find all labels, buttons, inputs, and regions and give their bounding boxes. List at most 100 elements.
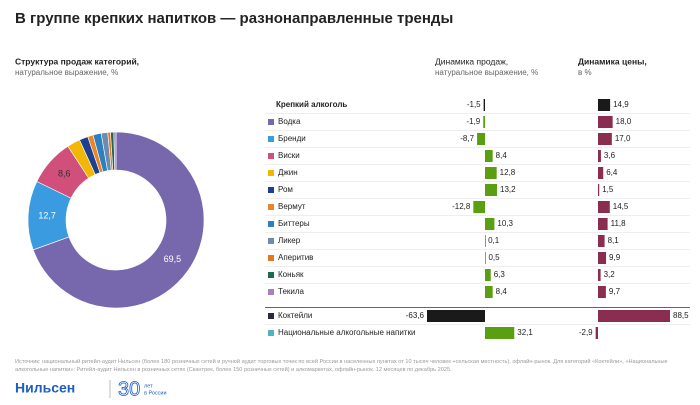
value-label: 18,0 [616,117,632,126]
legend-marker [268,330,274,336]
bar [485,235,486,247]
value-label: 0,1 [488,236,500,245]
value-label: 17,0 [615,134,631,143]
value-label: 14,9 [613,100,629,109]
pie-title: Структура продаж категорий, [15,56,139,66]
row-label: Текила [278,287,305,296]
pie-label: 12,7 [38,211,56,221]
value-label: 9,7 [609,287,621,296]
pie-segment [32,131,205,309]
bar [485,286,493,298]
row-label: Аперитив [278,253,313,262]
legend-marker [268,187,274,193]
value-label: -12,8 [452,202,471,211]
bar [483,116,485,128]
legend-marker [268,153,274,159]
bar [598,269,601,281]
bar [598,167,604,179]
bar [598,218,608,230]
pie-subtitle: натуральное выражение, % [15,68,118,77]
bar [473,201,485,213]
value-label: 1,5 [602,185,614,194]
value-label: 14,5 [613,202,629,211]
price-subtitle: в % [578,68,592,77]
row-label: Вермут [278,202,306,211]
bar [598,235,605,247]
row-label: Ром [278,185,293,194]
logo: Нильсен [15,380,75,396]
value-label: 8,1 [608,236,620,245]
value-label: 8,4 [496,151,508,160]
value-label: -8,7 [460,134,474,143]
bar [598,116,613,128]
bar [477,133,485,145]
bar [485,184,498,196]
value-label: -2,9 [579,328,593,337]
value-label: 3,6 [604,151,616,160]
bar [485,150,493,162]
value-label: 6,4 [606,168,618,177]
row-label: Крепкий алкоголь [276,100,347,109]
bar [485,218,495,230]
bar [595,327,598,339]
anniversary-text: в России [144,390,167,396]
legend-marker [268,204,274,210]
page-title: В группе крепких напитков — разнонаправл… [15,10,453,27]
row-label: Водка [278,117,301,126]
value-label: 0,5 [488,253,500,262]
source-note: Источник: национальный ритейл-аудит Ниль… [15,359,668,373]
legend-marker [268,170,274,176]
bar [598,286,606,298]
pie-segment [113,131,117,171]
value-label: 6,3 [494,270,506,279]
legend-marker [268,255,274,261]
sales-title: Динамика продаж, [435,56,508,66]
value-label: 3,2 [604,270,616,279]
legend-marker [268,221,274,227]
value-label: -63,6 [406,311,425,320]
bar [598,150,601,162]
row-label: Коньяк [278,270,304,279]
row-label: Коктейли [278,311,312,320]
value-label: 88,5 [673,311,689,320]
legend-marker [268,289,274,295]
value-label: 12,8 [500,168,516,177]
row-label: Национальные алкогольные напитки [278,328,415,337]
bar [598,201,610,213]
price-title: Динамика цены, [578,56,647,66]
value-label: 11,8 [611,219,627,228]
row-label: Биттеры [278,219,310,228]
legend-marker [268,272,274,278]
bar [485,167,497,179]
row-label: Бренди [278,134,306,143]
bar [598,99,611,111]
bar [485,252,486,264]
bar [427,310,485,322]
value-label: -1,5 [467,100,481,109]
bar [598,310,670,322]
legend-marker [268,136,274,142]
value-label: 32,1 [517,328,533,337]
anniversary-number: 30 [118,378,140,400]
value-label: 13,2 [500,185,516,194]
legend-marker [268,119,274,125]
row-label: Виски [278,151,300,160]
sales-subtitle: натуральное выражение, % [435,68,538,77]
legend-marker [268,238,274,244]
pie-label: 8,6 [58,169,71,179]
legend-marker [268,313,274,319]
row-label: Ликер [278,236,301,245]
value-label: 10,3 [497,219,513,228]
bar [598,184,600,196]
bar [598,252,607,264]
value-label: 8,4 [496,287,508,296]
anniversary-text: лет [144,383,153,389]
bar [598,133,612,145]
pie-label: 69,5 [164,254,182,264]
bar [483,99,485,111]
bar [485,327,515,339]
value-label: 9,9 [609,253,621,262]
value-label: -1,9 [466,117,480,126]
